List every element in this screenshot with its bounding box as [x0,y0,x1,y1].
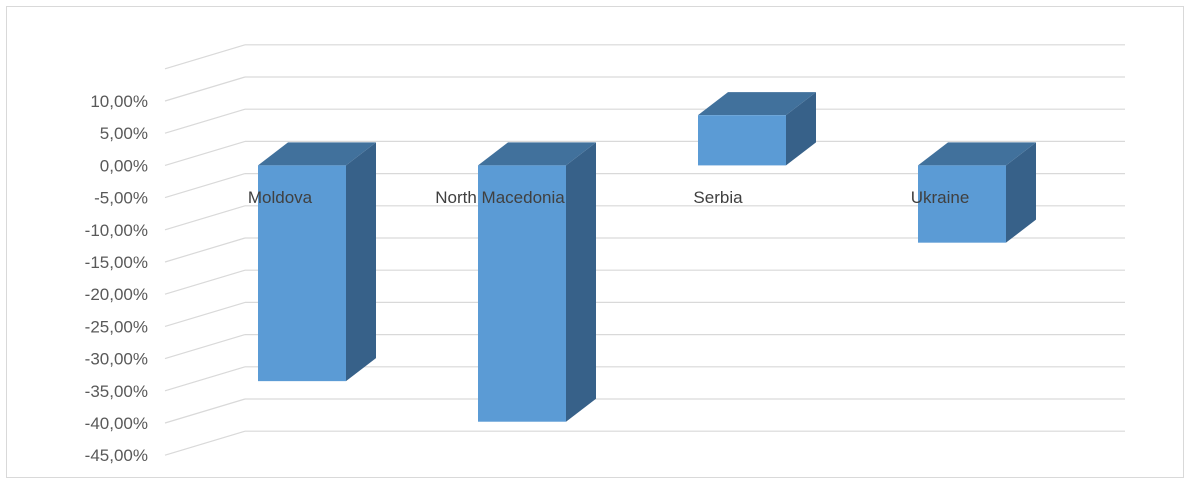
y-tick-label: -30,00% [85,350,148,369]
y-tick-label: -45,00% [85,446,148,465]
category-label: Serbia [693,188,743,207]
gridline-side [165,367,245,391]
gridline-side [165,206,245,230]
y-tick-label: -40,00% [85,414,148,433]
category-label: Ukraine [911,188,970,207]
y-tick-label: 0,00% [100,156,148,175]
category-label: North Macedonia [435,188,565,207]
gridline-side [165,335,245,359]
gridline-side [165,238,245,262]
y-tick-label: -20,00% [85,285,148,304]
bar-moldova [258,142,376,381]
y-tick-label: 10,00% [90,92,148,111]
gridline-side [165,109,245,133]
y-tick-label: -10,00% [85,221,148,240]
y-axis: 10,00% 5,00% 0,00% -5,00% -10,00% -15,00% -20,… [85,92,148,465]
gridline-side [165,431,245,455]
gridline-side [165,45,245,69]
bar-front [698,115,786,165]
bar-serbia [698,92,816,165]
y-tick-label: -35,00% [85,382,148,401]
gridline-side [165,399,245,423]
gridline-side [165,302,245,326]
y-tick-label: -15,00% [85,253,148,272]
gridline-side [165,174,245,198]
gridline-side [165,77,245,101]
bar-north-macedonia [478,142,596,421]
bar-side [346,142,376,381]
gridline-side [165,141,245,165]
y-tick-label: 5,00% [100,124,148,143]
gridline-side [165,270,245,294]
category-label: Moldova [248,188,313,207]
bar-side [566,142,596,421]
y-tick-label: -5,00% [94,189,148,208]
y-tick-label: -25,00% [85,317,148,336]
